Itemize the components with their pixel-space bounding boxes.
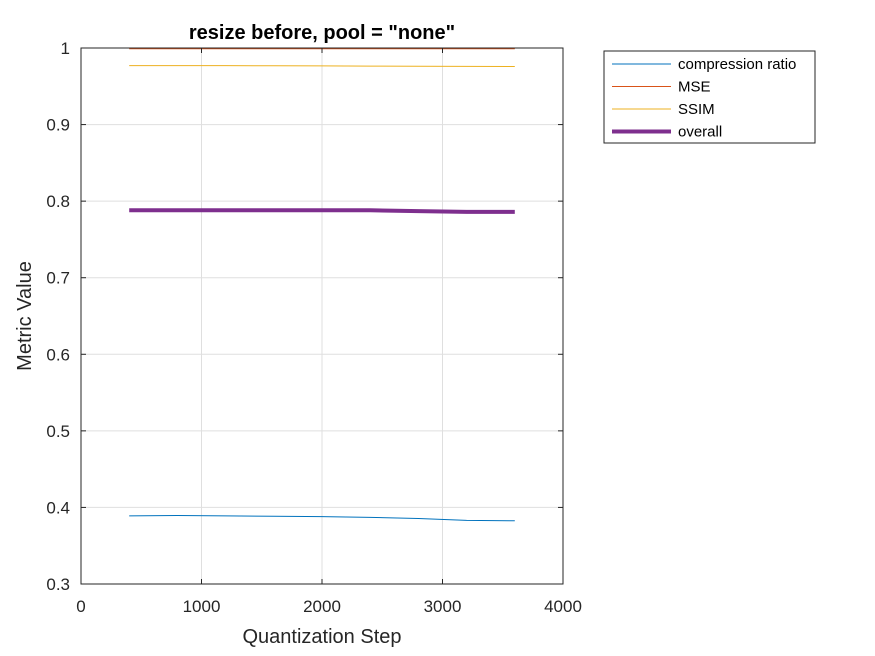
legend-label: compression ratio [678, 56, 796, 73]
y-axis-ticks: 0.3 0.4 0.5 0.6 0.7 0.8 0.9 1 [46, 39, 563, 594]
x-tick-label: 3000 [424, 597, 462, 616]
y-tick-label: 0.9 [46, 116, 70, 135]
legend-label: SSIM [678, 101, 715, 118]
y-tick-label: 0.8 [46, 192, 70, 211]
y-tick-label: 0.7 [46, 269, 70, 288]
x-axis-label: Quantization Step [243, 626, 402, 648]
legend-box [603, 50, 816, 144]
legend: compression ratio MSE SSIM overall [603, 50, 816, 144]
series-line-overall [129, 208, 515, 214]
series-line-SSIM [129, 65, 515, 67]
legend-label: overall [678, 124, 722, 141]
x-tick-label: 1000 [183, 597, 221, 616]
y-tick-label: 0.3 [46, 575, 70, 594]
chart-title: resize before, pool = "none" [189, 22, 455, 44]
legend-label: MSE [678, 79, 711, 96]
x-axis-ticks: 0 1000 2000 3000 4000 [76, 48, 582, 616]
y-axis-label: Metric Value [14, 261, 36, 371]
series-line-compression-ratio [129, 515, 515, 522]
y-tick-label: 0.6 [46, 345, 70, 364]
x-tick-label: 2000 [303, 597, 341, 616]
y-tick-label: 0.4 [46, 498, 70, 517]
x-tick-label: 0 [76, 597, 85, 616]
x-tick-label: 4000 [544, 597, 582, 616]
y-tick-label: 1 [61, 39, 70, 58]
y-tick-label: 0.5 [46, 422, 70, 441]
